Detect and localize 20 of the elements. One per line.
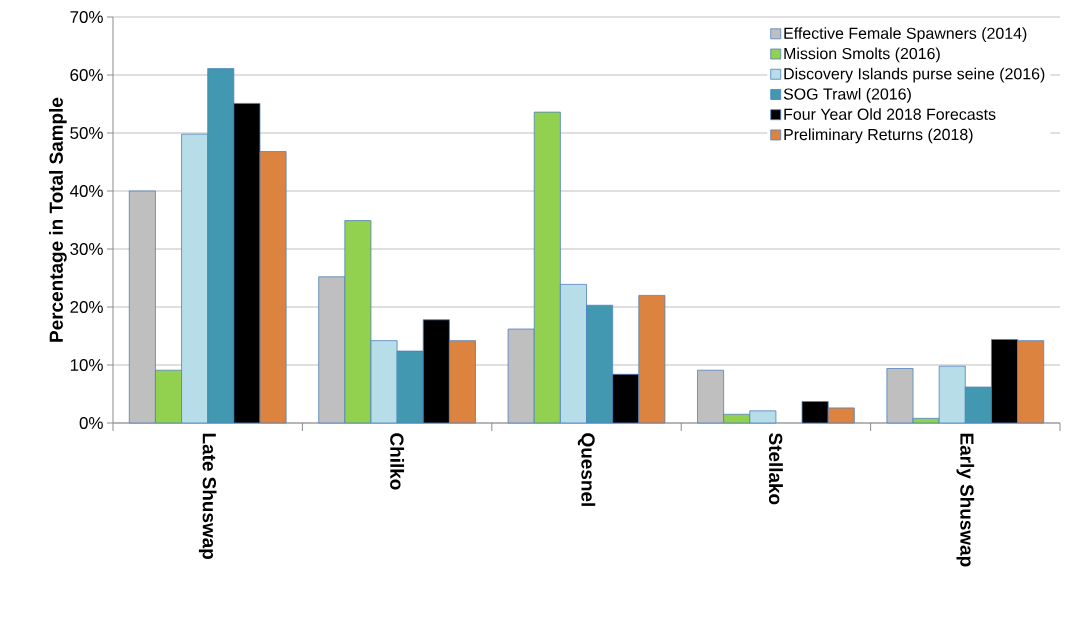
x-tick-label: Chilko (390, 433, 405, 490)
x-tick-label: Stellako (768, 433, 783, 505)
y-tick-label: 50% (70, 127, 103, 139)
y-tick-label: 0% (79, 417, 103, 429)
y-tick-label: 70% (70, 11, 103, 23)
y-axis-title: Percentage in Total Sample (49, 97, 67, 342)
x-tick-label: Quesnel (577, 433, 596, 506)
legend-label: Four Year Old 2018 Forecasts (784, 108, 996, 120)
legend-label: SOG Trawl (2016) (783, 87, 911, 103)
legend-label: Mission Smolts (2016) (784, 47, 940, 63)
y-tick-label: 20% (70, 301, 103, 313)
y-tick-label: 40% (69, 185, 103, 197)
legend-label: Preliminary Returns (2018) (784, 128, 973, 144)
y-tick-label: 10% (70, 359, 103, 371)
legend-label: Discovery Islands purse seine (2016) (784, 67, 1045, 83)
legend-label: Effective Female Spawners (2014) (784, 27, 1027, 43)
y-tick-label: 30% (70, 243, 103, 255)
x-tick-label: Late Shuswap (198, 433, 217, 559)
y-tick-label: 60% (70, 69, 103, 81)
x-tick-label: Early Shuswap (956, 433, 975, 567)
